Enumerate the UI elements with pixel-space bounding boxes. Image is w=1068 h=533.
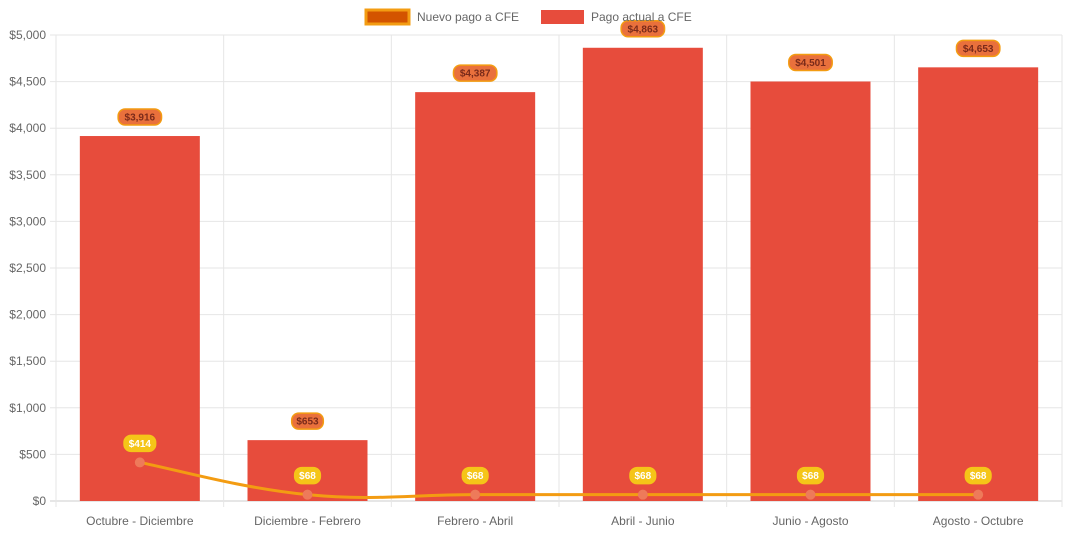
- line-point[interactable]: [470, 489, 481, 500]
- line-value-label-bg: [293, 466, 322, 485]
- x-tick-label: Junio - Agosto: [772, 514, 848, 528]
- legend: Nuevo pago a CFE Pago actual a CFE: [364, 8, 692, 26]
- x-tick-label: Abril - Junio: [611, 514, 675, 528]
- x-tick-label: Agosto - Octubre: [933, 514, 1024, 528]
- bar-value-label-bg: [620, 20, 666, 38]
- line-value-label: $68: [964, 466, 992, 485]
- line-value-label-text: $414: [129, 439, 152, 450]
- bar-value-label: $653: [290, 412, 325, 430]
- line-point[interactable]: [805, 489, 816, 500]
- legend-label-nuevo[interactable]: Nuevo pago a CFE: [417, 10, 519, 24]
- grid: [50, 34, 1063, 507]
- y-tick-label: $0: [33, 494, 47, 508]
- y-tick-label: $2,000: [9, 308, 46, 322]
- x-tick-label: Octubre - Diciembre: [86, 514, 194, 528]
- y-tick-label: $2,500: [9, 261, 46, 275]
- bar[interactable]: [415, 92, 536, 502]
- bar-value-label-bg: [955, 39, 1001, 58]
- y-tick-label: $4,000: [9, 121, 46, 135]
- bar[interactable]: [750, 81, 871, 501]
- x-tick-label: Diciembre - Febrero: [254, 514, 361, 528]
- line-value-label: $68: [461, 466, 489, 485]
- y-tick-label: $1,000: [9, 401, 46, 415]
- legend-swatch-nuevo[interactable]: [364, 8, 411, 26]
- line-value-label: $68: [293, 466, 322, 485]
- line-value-label-text: $68: [634, 471, 651, 482]
- line-point[interactable]: [302, 489, 313, 500]
- line-value-label-bg: [123, 434, 157, 453]
- y-tick-label: $4,500: [9, 75, 46, 89]
- bar-value-label-bg: [788, 53, 833, 72]
- y-tick-label: $1,500: [9, 354, 46, 368]
- bar-value-label-text: $3,916: [125, 113, 156, 124]
- data-labels: $3,916 $653 $4,387 $4,863 $4,501 $4,653 $414 $6…: [117, 20, 1001, 485]
- y-tick-label: $500: [19, 447, 46, 461]
- bar-value-label-text: $4,863: [628, 24, 659, 35]
- bar-value-label-bg: [117, 108, 163, 126]
- line-value-label-bg: [964, 466, 992, 485]
- bar-value-label-text: $4,387: [460, 69, 491, 80]
- line-point[interactable]: [973, 489, 984, 500]
- line-value-label: $68: [629, 466, 657, 485]
- legend-swatch-actual[interactable]: [541, 10, 584, 24]
- legend-label-actual[interactable]: Pago actual a CFE: [591, 10, 692, 24]
- bar-value-label-text: $4,501: [795, 58, 826, 69]
- line-series: [134, 457, 984, 500]
- line-value-label-bg: [461, 466, 489, 485]
- line-value-label-text: $68: [970, 471, 987, 482]
- bar-value-label: $4,653: [955, 39, 1001, 58]
- line-value-label-bg: [629, 466, 657, 485]
- line-value-label-text: $68: [299, 471, 316, 482]
- x-tick-label: Febrero - Abril: [437, 514, 513, 528]
- y-tick-label: $3,500: [9, 168, 46, 182]
- x-axis: Octubre - Diciembre Diciembre - Febrero Fe…: [86, 514, 1024, 528]
- line-path: [139, 460, 979, 500]
- bar-value-label: $4,387: [452, 64, 498, 82]
- bar-value-label-bg: [452, 64, 498, 82]
- bar-value-label-text: $653: [296, 417, 319, 428]
- line-value-label-bg: [796, 466, 825, 485]
- line-point[interactable]: [134, 457, 145, 468]
- y-axis: $0 $500 $1,000 $1,500 $2,000 $2,500 $3,000 $3,5…: [9, 28, 46, 508]
- bar-value-label-text: $4,653: [963, 44, 994, 55]
- bar[interactable]: [582, 47, 703, 501]
- bar-value-label: $4,501: [788, 53, 833, 72]
- y-tick-label: $5,000: [9, 28, 46, 42]
- bar-value-label-bg: [290, 412, 325, 430]
- bar[interactable]: [918, 67, 1039, 502]
- bar-value-label: $4,863: [620, 20, 666, 38]
- y-tick-label: $3,000: [9, 214, 46, 228]
- line-value-label: $68: [796, 466, 825, 485]
- line-value-label-text: $68: [802, 471, 819, 482]
- line-point[interactable]: [637, 489, 648, 500]
- line-value-label-text: $68: [467, 471, 484, 482]
- bar-value-label: $3,916: [117, 108, 163, 126]
- line-value-label: $414: [123, 434, 157, 453]
